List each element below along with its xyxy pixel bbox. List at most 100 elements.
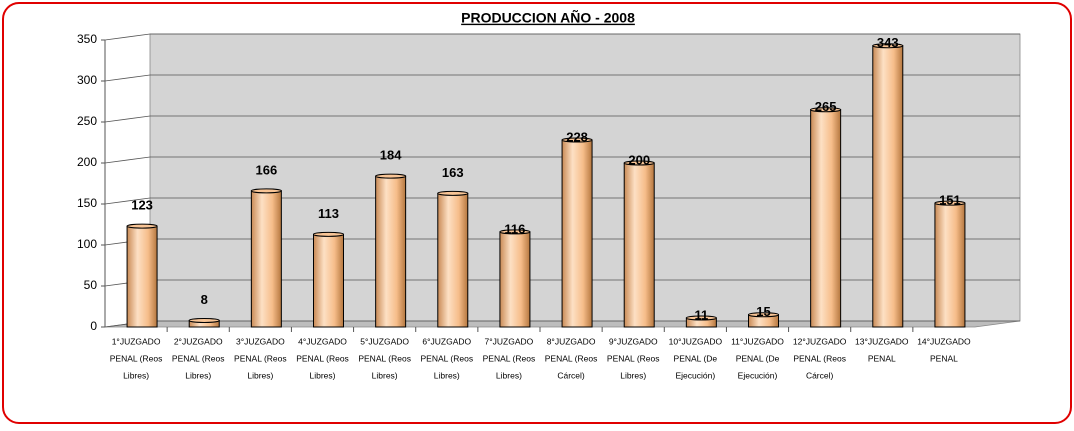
bar: [499, 229, 531, 328]
bar-body: [872, 45, 904, 328]
x-tick-label: 8°JUZGADO: [547, 336, 596, 346]
x-tick-label: Ejecución): [738, 370, 778, 380]
bar: [934, 200, 966, 328]
value-label: 163: [442, 165, 464, 180]
grid-line: [104, 115, 1020, 123]
x-tick-label: PENAL (Reos: [358, 353, 411, 363]
x-tick-label: Libres): [247, 370, 273, 380]
bar-top: [685, 315, 717, 321]
y-tick-label: 300: [77, 73, 97, 87]
x-tick-label: PENAL (De: [674, 353, 718, 363]
x-tick-label: PENAL: [868, 353, 896, 363]
bar: [810, 107, 842, 328]
value-label: 228: [566, 129, 588, 144]
grid-line: [104, 156, 1020, 164]
bar-body: [313, 233, 344, 328]
x-tick-label: 12°JUZGADO: [793, 336, 847, 346]
x-tick-label: PENAL: [930, 353, 958, 363]
bar-top: [934, 200, 966, 206]
x-tick-label: 10°JUZGADO: [669, 336, 723, 346]
bar: [623, 160, 655, 328]
bar-top: [126, 223, 158, 229]
bar: [748, 312, 779, 328]
value-label: 123: [131, 198, 153, 213]
bar-top: [250, 188, 282, 194]
x-tick-label: PENAL (Reos: [420, 353, 473, 363]
bar-top: [375, 173, 407, 179]
x-tick-label: 13°JUZGADO: [855, 336, 909, 346]
bar-top: [437, 190, 469, 196]
bar-body: [623, 162, 655, 328]
x-tick-label: PENAL (Reos: [172, 353, 225, 363]
bar-body: [375, 175, 407, 328]
bar: [188, 317, 220, 328]
x-tick-label: Libres): [123, 370, 149, 380]
y-tick-label: 350: [77, 32, 97, 46]
value-label: 15: [756, 304, 770, 319]
grid-line: [104, 74, 1020, 82]
x-tick-label: 11°JUZGADO: [731, 336, 784, 346]
bar: [685, 315, 717, 328]
x-tick-label: 5°JUZGADO: [360, 336, 409, 346]
bar: [126, 223, 158, 328]
grid-line: [104, 33, 1020, 41]
bar-top: [748, 312, 779, 318]
bar-body: [810, 109, 842, 328]
bar: [313, 231, 344, 328]
x-tick-label: PENAL (Reos: [234, 353, 287, 363]
grid-line: [104, 197, 1020, 205]
x-tick-label: PENAL (Reos: [110, 353, 163, 363]
y-tick-label: 150: [77, 196, 97, 210]
value-label: 151: [939, 193, 961, 208]
bar-body: [437, 192, 469, 328]
bar-top: [499, 229, 531, 235]
x-tick-label: 2°JUZGADO: [174, 336, 223, 346]
bar-body: [250, 190, 282, 328]
x-tick-label: 3°JUZGADO: [236, 336, 285, 346]
x-tick-label: Libres): [185, 370, 211, 380]
bar: [250, 188, 282, 328]
x-tick-label: Cárcel): [806, 370, 834, 380]
value-label: 113: [318, 206, 339, 221]
x-tick-label: PENAL (Reos: [793, 353, 846, 363]
bar-top: [623, 160, 655, 166]
y-tick-label: 50: [84, 278, 98, 292]
bar: [375, 173, 407, 328]
bar-body: [561, 139, 593, 328]
bar-body: [499, 231, 531, 328]
x-tick-label: PENAL (Reos: [545, 353, 598, 363]
bar: [437, 190, 469, 328]
x-tick-label: 7°JUZGADO: [485, 336, 534, 346]
bar-top: [810, 107, 842, 113]
x-tick-label: Libres): [434, 370, 460, 380]
x-tick-label: Libres): [496, 370, 522, 380]
value-label: 200: [628, 152, 650, 167]
bar-top: [561, 137, 593, 143]
x-tick-label: 6°JUZGADO: [422, 336, 471, 346]
x-tick-label: 14°JUZGADO: [917, 336, 971, 346]
x-tick-label: 9°JUZGADO: [609, 336, 658, 346]
value-label: 8: [201, 292, 208, 307]
x-tick-label: 4°JUZGADO: [298, 336, 347, 346]
x-tick-label: Libres): [372, 370, 398, 380]
value-label: 184: [380, 148, 402, 163]
value-label: 166: [256, 162, 278, 177]
x-tick-label: PENAL (Reos: [483, 353, 536, 363]
bar-top: [313, 231, 344, 237]
x-tick-label: Libres): [620, 370, 646, 380]
value-label: 265: [815, 99, 837, 114]
bar-body: [126, 225, 158, 328]
value-label: 343: [877, 35, 899, 50]
y-tick-label: 200: [77, 155, 97, 169]
y-tick-label: 0: [90, 319, 97, 333]
y-tick-label: 100: [77, 237, 97, 251]
bar-top: [872, 43, 904, 49]
x-tick-label: PENAL (De: [736, 353, 780, 363]
bar: [872, 43, 904, 328]
x-tick-label: Cárcel): [557, 370, 585, 380]
x-tick-label: Ejecución): [676, 370, 716, 380]
y-tick-label: 250: [77, 114, 97, 128]
chart-title: PRODUCCION AÑO - 2008: [461, 9, 635, 26]
x-tick-label: 1°JUZGADO: [112, 336, 161, 346]
